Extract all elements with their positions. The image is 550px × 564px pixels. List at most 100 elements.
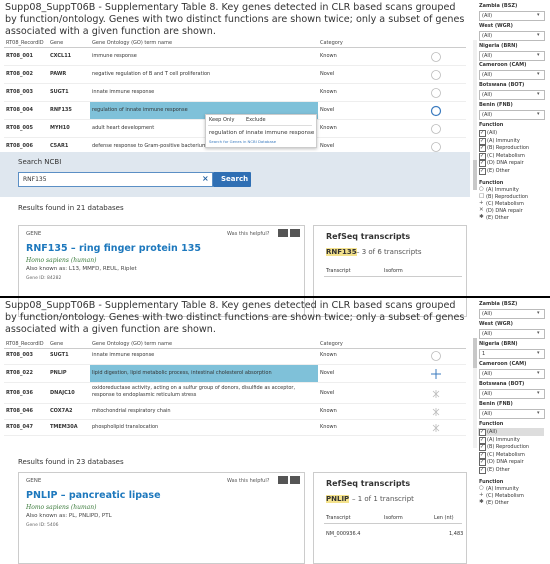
filter-value[interactable]: (All) [482, 13, 493, 19]
checkbox[interactable]: ✓ [479, 160, 486, 167]
function-option[interactable]: (C) Metabolism [487, 152, 525, 159]
filter-dropdown[interactable]: (All) ▾ [479, 369, 545, 379]
filter-dropdown[interactable]: (All) ▾ [479, 11, 545, 21]
checkbox[interactable]: ✓ [479, 429, 486, 436]
filter-dropdown[interactable]: (All) ▾ [479, 70, 545, 80]
filter-dropdown[interactable]: (All) ▾ [479, 110, 545, 120]
table-cell[interactable]: RT08_001 [6, 53, 33, 59]
table-cell[interactable]: Known [320, 53, 337, 59]
filter-dropdown[interactable]: (All) ▾ [479, 51, 545, 61]
table-cell[interactable]: SUGT1 [50, 89, 69, 95]
table-cell[interactable]: PNLIP [50, 370, 67, 376]
thumbs-down[interactable] [290, 476, 300, 484]
function-option[interactable]: (E) Other [487, 466, 510, 473]
table-cell[interactable]: innate immune response [92, 89, 155, 95]
tooltip-link[interactable]: Search for Genes in NCBI Database [209, 139, 277, 144]
search-button[interactable]: Search [213, 172, 251, 187]
table-cell[interactable]: RT08_004 [6, 107, 33, 113]
filter-dropdown[interactable]: (All) ▾ [479, 409, 545, 419]
checkbox[interactable]: ✓ [479, 444, 486, 451]
filter-dropdown[interactable]: (All) ▾ [479, 31, 545, 41]
checkbox[interactable]: ✓ [479, 137, 486, 145]
checkbox[interactable]: ✓ [479, 152, 486, 160]
table-cell[interactable]: lipid digestion, lipid metabolic process… [92, 370, 272, 376]
filter-value[interactable]: (All) [482, 72, 493, 78]
filter-dropdown[interactable]: (All) ▾ [479, 90, 545, 100]
thumbs-up[interactable] [278, 229, 288, 237]
table-cell[interactable]: RT08_046 [6, 408, 33, 414]
function-option[interactable]: (A) Immunity [487, 137, 520, 144]
table-cell[interactable]: adult heart development [92, 125, 155, 131]
function-option[interactable]: (D) DNA repair [487, 160, 524, 166]
table-cell[interactable]: RT08_003 [6, 89, 33, 95]
checkbox[interactable]: ✓ [479, 130, 486, 137]
table-cell[interactable]: RT08_002 [6, 71, 33, 77]
filter-value[interactable]: (All) [482, 92, 493, 98]
function-option[interactable]: (D) DNA repair [487, 459, 524, 465]
filter-dropdown[interactable]: (All) ▾ [479, 309, 545, 319]
gene-heading[interactable]: PNLIP – pancreatic lipase [26, 490, 161, 501]
function-option[interactable]: (A) Immunity [487, 436, 520, 443]
tooltip-action[interactable]: Exclude [246, 117, 266, 123]
function-option[interactable]: (All) [487, 130, 498, 136]
filter-dropdown[interactable]: (All) ▾ [479, 329, 545, 339]
thumbs-up[interactable] [278, 476, 288, 484]
table-cell[interactable]: PAWR [50, 71, 67, 77]
table-cell[interactable]: RT08_003 [6, 352, 33, 358]
table-cell[interactable]: CXCL11 [50, 53, 72, 59]
table-cell[interactable]: phospholipid translocation [92, 424, 159, 430]
function-option[interactable]: (B) Reproduction [487, 145, 530, 151]
table-cell[interactable]: Known [320, 125, 337, 131]
filter-value[interactable]: (All) [482, 311, 493, 317]
table-cell[interactable]: mitochondrial respiratory chain [92, 408, 171, 414]
table-cell[interactable]: TMEM30A [50, 424, 78, 430]
checkbox[interactable]: ✓ [479, 167, 486, 175]
table-cell[interactable]: Novel [320, 389, 335, 396]
table-cell[interactable]: oxidoreductase activity, acting on a sul… [92, 385, 296, 398]
table-cell[interactable]: RT08_006 [6, 143, 33, 149]
function-option[interactable]: (All) [487, 429, 498, 435]
table-cell[interactable]: Novel [320, 107, 335, 113]
function-option[interactable]: (E) Other [487, 167, 510, 174]
table-cell[interactable]: Known [320, 89, 337, 95]
table-cell[interactable]: defense response to Gram-positive bacter… [92, 143, 215, 149]
function-option[interactable]: (C) Metabolism [487, 451, 525, 458]
filter-value[interactable]: (All) [482, 371, 493, 377]
filter-value[interactable]: (All) [482, 411, 493, 417]
filter-dropdown[interactable]: (All) ▾ [479, 389, 545, 399]
filter-value[interactable]: (All) [482, 331, 493, 337]
filter-value[interactable]: (All) [482, 112, 493, 118]
thumbs-down[interactable] [290, 229, 300, 237]
table-cell[interactable]: RT08_005 [6, 125, 33, 131]
table-cell[interactable]: DNAJC10 [50, 389, 75, 396]
filter-value[interactable]: (All) [482, 33, 493, 39]
checkbox[interactable]: ✓ [479, 466, 486, 474]
table-cell[interactable]: innate immune response [92, 352, 155, 358]
table-cell[interactable]: Novel [320, 143, 335, 149]
function-option[interactable]: (B) Reproduction [487, 444, 530, 450]
table-cell[interactable]: C5AR1 [50, 143, 69, 149]
filter-value[interactable]: (All) [482, 53, 493, 59]
table-cell[interactable]: COX7A2 [50, 408, 73, 414]
table-cell[interactable]: RT08_047 [6, 424, 33, 430]
search-query[interactable]: RNF135 [23, 176, 47, 183]
search-input[interactable]: RNF135 × [18, 172, 213, 187]
table-cell[interactable]: RT08_022 [6, 370, 33, 376]
table-cell[interactable]: SUGT1 [50, 352, 69, 358]
table-cell[interactable]: Novel [320, 370, 335, 376]
table-cell[interactable]: MYH10 [50, 125, 70, 131]
checkbox[interactable]: ✓ [479, 145, 486, 152]
table-cell[interactable]: immune response [92, 53, 137, 59]
search-button-label[interactable]: Search [221, 175, 249, 183]
table-cell[interactable]: Known [320, 424, 337, 430]
table-cell[interactable]: regulation of innate immune response [92, 107, 188, 113]
checkbox[interactable]: ✓ [479, 459, 486, 466]
table-cell[interactable]: Known [320, 352, 337, 358]
filter-value[interactable]: (All) [482, 391, 493, 397]
checkbox[interactable]: ✓ [479, 436, 486, 444]
filter-dropdown[interactable]: 1 ▾ [479, 349, 545, 359]
tooltip-action[interactable]: Keep Only [209, 117, 235, 123]
gene-heading[interactable]: RNF135 – ring finger protein 135 [26, 243, 201, 254]
table-cell[interactable]: RNF135 [50, 107, 72, 113]
table-cell[interactable]: negative regulation of B and T cell prol… [92, 71, 211, 77]
